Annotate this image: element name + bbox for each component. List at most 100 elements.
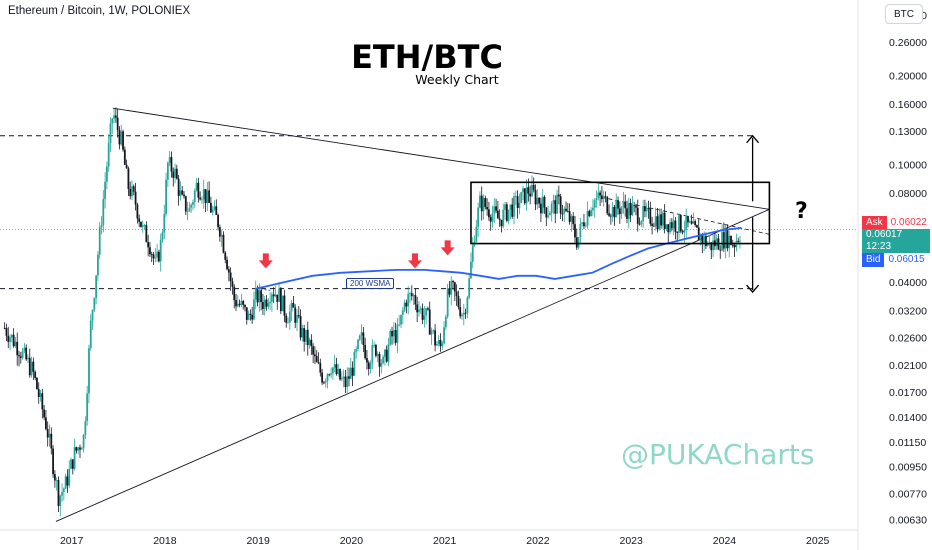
candle-body xyxy=(37,389,40,397)
bid-value: 0.06015 xyxy=(884,253,929,267)
ask-value: 0.06022 xyxy=(886,216,931,230)
candle-body xyxy=(545,207,548,218)
y-tick-label: 0.01400 xyxy=(889,412,927,424)
candle-body xyxy=(726,228,729,249)
candle-body xyxy=(136,204,139,219)
candle-body xyxy=(624,201,627,209)
candle-body xyxy=(615,200,618,218)
candle-body xyxy=(143,225,146,227)
candle-body xyxy=(127,168,130,190)
candle-body xyxy=(622,201,625,208)
candle-body xyxy=(290,303,293,312)
chart-title: ETH/BTC xyxy=(351,38,503,76)
candle-body xyxy=(305,329,307,342)
candle-body xyxy=(443,327,445,344)
candle-body xyxy=(570,216,573,222)
candle-body xyxy=(722,232,725,249)
candle-body xyxy=(59,495,62,506)
candle-body xyxy=(522,188,524,193)
y-tick-label: 0.26000 xyxy=(889,37,927,49)
y-tick-label: 0.04000 xyxy=(889,277,927,289)
symbol-title[interactable]: Ethereum / Bitcoin, 1W, POLONIEX xyxy=(8,5,191,17)
chart-subtitle: Weekly Chart xyxy=(415,72,499,87)
candle-body xyxy=(278,288,280,302)
candle-body xyxy=(556,194,558,214)
candle-body xyxy=(642,206,645,222)
candle-body xyxy=(629,203,632,216)
candle-body xyxy=(396,324,399,343)
candle-body xyxy=(351,367,354,376)
candle-body xyxy=(559,196,562,214)
candle-body xyxy=(61,492,63,496)
candle-body xyxy=(292,303,295,308)
down-projection-arrowhead xyxy=(746,284,760,294)
candle-body xyxy=(739,240,741,242)
x-tick-label: 2017 xyxy=(60,535,84,547)
candle-body xyxy=(195,182,198,191)
candle-body xyxy=(661,212,664,226)
y-tick-label: 0.00770 xyxy=(889,489,927,501)
candle-body xyxy=(36,377,38,390)
candle-body xyxy=(466,297,469,314)
candle-body xyxy=(590,210,593,216)
candle-body xyxy=(348,376,350,379)
candle-body xyxy=(444,316,447,328)
candle-body xyxy=(407,293,410,307)
candle-body xyxy=(484,197,487,207)
candle-body xyxy=(138,218,141,222)
candle-body xyxy=(529,193,532,197)
candle-body xyxy=(565,208,567,211)
candle-body xyxy=(299,316,302,338)
candle-body xyxy=(464,312,467,314)
candle-body xyxy=(197,182,200,198)
candle-body xyxy=(432,330,435,332)
candle-body xyxy=(253,299,255,320)
candle-body xyxy=(462,312,465,315)
candle-body xyxy=(534,190,537,205)
candle-body xyxy=(599,192,601,196)
candle-body xyxy=(654,216,657,227)
candle-body xyxy=(19,356,22,358)
candle-body xyxy=(333,364,336,368)
candle-body xyxy=(210,202,212,213)
candle-body xyxy=(392,330,395,337)
candle-body xyxy=(507,209,510,221)
candle-body xyxy=(696,225,698,228)
candle-body xyxy=(593,200,596,208)
candle-body xyxy=(86,393,89,422)
candle-body xyxy=(523,188,526,204)
candle-body xyxy=(496,210,499,219)
candle-body xyxy=(192,202,194,205)
candle-body xyxy=(645,208,648,212)
candle-body xyxy=(111,118,114,124)
candle-body xyxy=(670,222,673,229)
candle-body xyxy=(428,309,431,335)
candle-body xyxy=(296,314,298,323)
candle-body xyxy=(177,178,180,196)
candle-body xyxy=(260,290,263,302)
candle-body xyxy=(592,207,594,211)
candle-body xyxy=(71,459,74,469)
candle-body xyxy=(317,362,320,364)
candle-body xyxy=(692,221,695,224)
candle-body xyxy=(712,240,714,251)
candle-body xyxy=(45,417,47,430)
candle-body xyxy=(95,275,98,299)
candle-body xyxy=(728,235,731,249)
x-tick-label: 2020 xyxy=(340,535,364,547)
candle-body xyxy=(488,209,490,218)
candle-body xyxy=(168,157,171,163)
candle-body xyxy=(82,434,85,449)
candle-body xyxy=(346,376,349,388)
candle-body xyxy=(238,303,241,305)
currency-badge[interactable]: BTC xyxy=(885,4,923,24)
candle-body xyxy=(294,307,297,323)
candle-body xyxy=(270,294,273,302)
x-tick-label: 2019 xyxy=(246,535,270,547)
candle-body xyxy=(249,313,252,315)
candle-body xyxy=(644,206,646,212)
candle-body xyxy=(461,314,463,317)
candle-body xyxy=(265,299,268,307)
